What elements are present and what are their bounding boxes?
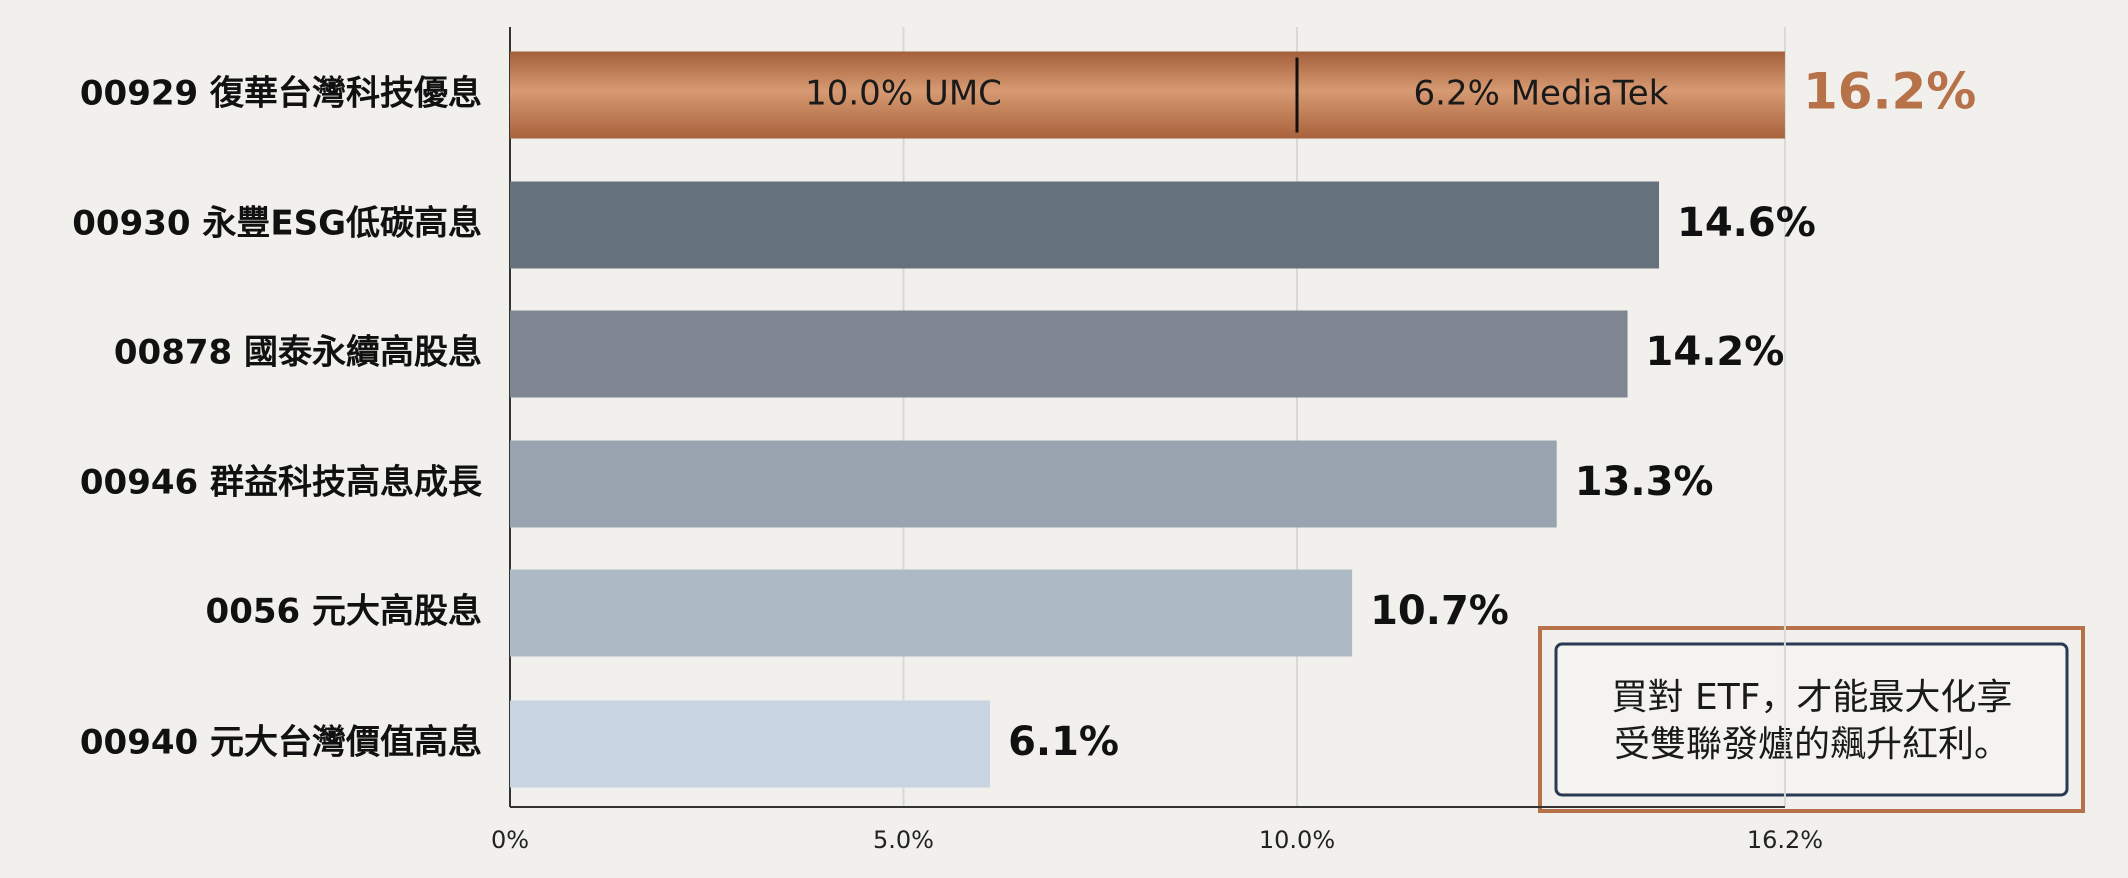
x-tick-label: 5.0%	[873, 826, 934, 854]
x-tick-label: 16.2%	[1747, 826, 1823, 854]
callout: 買對 ETF，才能最大化享 受雙聯發爐的飆升紅利。	[1538, 626, 2085, 813]
y-tick-label: 00929 復華台灣科技優息	[80, 74, 482, 114]
callout-line: 買對 ETF，才能最大化享	[1612, 677, 2013, 718]
bar	[510, 51, 1785, 139]
y-tick-label: 00940 元大台灣價值高息	[80, 723, 482, 763]
x-tick-label: 10.0%	[1259, 826, 1335, 854]
value-label: 10.7%	[1370, 588, 1509, 634]
value-label: 6.1%	[1008, 719, 1119, 765]
segment-label: 6.2% MediaTek	[1414, 74, 1669, 114]
y-tick-label: 00930 永豐ESG低碳高息	[72, 204, 482, 244]
y-tick-label: 00946 群益科技高息成長	[80, 463, 483, 503]
value-label: 13.3%	[1575, 459, 1714, 505]
callout-line: 受雙聯發爐的飆升紅利。	[1614, 724, 2010, 765]
bar	[510, 181, 1660, 269]
value-label: 14.6%	[1677, 200, 1816, 246]
y-tick-label: 00878 國泰永續高股息	[114, 333, 482, 373]
value-label: 16.2%	[1803, 63, 1976, 121]
callout-frame	[1538, 626, 2085, 813]
segment-label: 10.0% UMC	[805, 74, 1002, 114]
bar	[510, 569, 1353, 657]
y-tick-label: 0056 元大高股息	[206, 592, 482, 632]
bar	[510, 440, 1557, 528]
bar	[510, 310, 1628, 398]
x-tick-label: 0%	[491, 826, 529, 854]
callout-box	[1554, 642, 2069, 797]
value-label: 14.2%	[1646, 329, 1785, 375]
bar	[510, 700, 991, 788]
